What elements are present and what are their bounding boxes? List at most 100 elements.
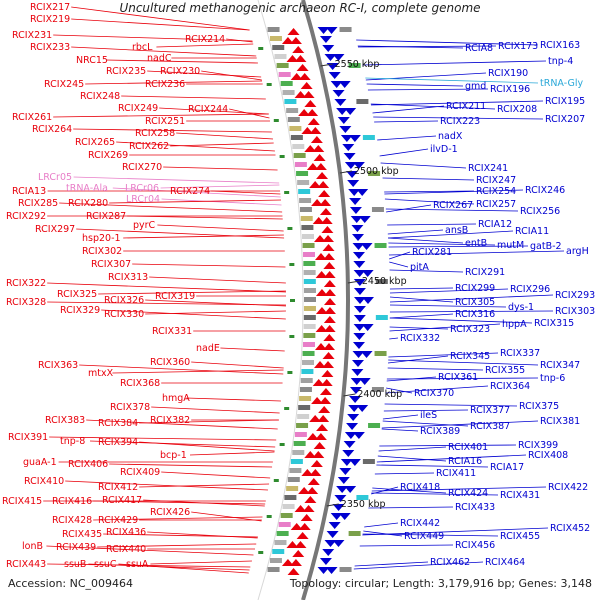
right-connector bbox=[379, 148, 429, 157]
left-gene-label: RCIX415 bbox=[2, 496, 42, 507]
reverse-gene-arrow bbox=[352, 351, 365, 358]
inner-ring bbox=[257, 0, 304, 600]
feature-block bbox=[371, 387, 384, 392]
reverse-gene-arrow bbox=[332, 54, 345, 61]
left-gene-label: RCIX326 bbox=[104, 295, 144, 306]
forward-gene-arrow bbox=[302, 91, 315, 98]
left-gene-label: RCIX262 bbox=[129, 141, 169, 152]
feature-block bbox=[303, 288, 316, 293]
forward-gene-arrow bbox=[301, 469, 314, 476]
left-gene-label: RCIX325 bbox=[57, 289, 97, 300]
right-gene-label: gmd bbox=[465, 81, 486, 92]
forward-gene-arrow bbox=[304, 145, 317, 152]
feature-block bbox=[348, 63, 361, 68]
right-gene-label: RCIX464 bbox=[485, 557, 525, 568]
left-gene-label: RCIX328 bbox=[6, 297, 46, 308]
reverse-gene-arrow bbox=[352, 243, 365, 250]
left-gene-label: RCIX313 bbox=[108, 272, 148, 283]
left-gene-label: RCIX269 bbox=[88, 150, 128, 161]
feature-block bbox=[339, 567, 352, 572]
right-gene-label: RCIX418 bbox=[400, 482, 440, 493]
left-connector bbox=[97, 543, 257, 548]
right-connector bbox=[382, 414, 419, 420]
left-gene-label: nadC bbox=[147, 53, 172, 64]
right-connector bbox=[384, 190, 475, 193]
reverse-gene-arrow bbox=[348, 189, 361, 196]
forward-gene-arrow bbox=[304, 100, 317, 107]
right-connector bbox=[388, 237, 464, 244]
left-gene-label: RCIX410 bbox=[24, 476, 64, 487]
reverse-gene-arrow bbox=[352, 234, 365, 241]
forward-gene-arrow bbox=[298, 523, 311, 530]
accession-label: Accession: NC_009464 bbox=[8, 577, 134, 590]
left-connector bbox=[73, 128, 272, 133]
feature-block bbox=[297, 414, 310, 419]
forward-gene-arrow bbox=[301, 127, 314, 134]
left-gene-label: RCIX274 bbox=[170, 186, 210, 197]
right-gene-label: RCIX296 bbox=[510, 284, 550, 295]
right-gene-label: RCIX211 bbox=[446, 101, 486, 112]
forward-gene-arrow bbox=[300, 82, 313, 89]
left-gene-label: RCIX435 bbox=[62, 529, 102, 540]
reverse-gene-arrow bbox=[338, 81, 351, 88]
left-gene-label: RCIX429 bbox=[98, 515, 138, 526]
feature-block bbox=[274, 54, 287, 59]
left-gene-label: RCIX416 bbox=[52, 496, 92, 507]
marker-tick bbox=[273, 119, 279, 122]
reverse-gene-arrow bbox=[349, 207, 362, 214]
reverse-gene-arrow bbox=[352, 360, 365, 367]
feature-block bbox=[302, 252, 315, 257]
right-gene-label: ileS bbox=[420, 410, 437, 421]
feature-block bbox=[374, 351, 387, 356]
right-connector bbox=[384, 403, 518, 407]
tick-label: 2500 kbp bbox=[354, 166, 399, 177]
right-connector bbox=[389, 287, 454, 290]
right-gene-label: RCIX195 bbox=[545, 96, 585, 107]
right-gene-label: RCIX256 bbox=[520, 206, 560, 217]
forward-gene-arrow bbox=[300, 514, 313, 521]
right-connector bbox=[384, 198, 475, 205]
forward-gene-arrow bbox=[307, 478, 320, 485]
right-gene-label: argH bbox=[566, 246, 589, 257]
feature-block bbox=[292, 144, 305, 149]
reverse-gene-arrow bbox=[344, 486, 357, 493]
right-gene-label: RCIX433 bbox=[455, 502, 495, 513]
tick-label: 2400 kbp bbox=[357, 389, 402, 400]
left-connector bbox=[145, 299, 286, 307]
reverse-gene-arrow bbox=[334, 99, 347, 106]
feature-block bbox=[287, 117, 300, 122]
feature-block bbox=[280, 513, 293, 518]
forward-gene-arrow bbox=[316, 172, 329, 179]
forward-gene-arrow bbox=[289, 559, 302, 566]
reverse-gene-arrow bbox=[342, 144, 355, 151]
forward-gene-arrow bbox=[324, 298, 336, 305]
reverse-gene-arrow bbox=[336, 108, 349, 115]
left-connector bbox=[121, 95, 266, 100]
forward-gene-arrow bbox=[309, 181, 322, 188]
right-connector bbox=[388, 352, 499, 358]
feature-block bbox=[278, 522, 291, 527]
left-connector bbox=[93, 500, 266, 505]
right-gene-label: RCIX361 bbox=[438, 372, 478, 383]
right-connector bbox=[387, 223, 477, 226]
feature-block bbox=[303, 315, 316, 320]
reverse-gene-arrow bbox=[361, 270, 374, 277]
feature-block bbox=[300, 216, 313, 221]
tick-mark bbox=[326, 503, 339, 507]
reverse-gene-arrow bbox=[339, 468, 352, 475]
left-gene-label: ssuC bbox=[94, 559, 117, 570]
left-connector bbox=[71, 46, 257, 57]
feature-block bbox=[276, 531, 289, 536]
forward-gene-arrow bbox=[314, 235, 327, 242]
feature-block bbox=[274, 540, 287, 545]
left-gene-label: RCIA13 bbox=[12, 186, 46, 197]
marker-tick bbox=[287, 227, 293, 230]
feature-block bbox=[294, 432, 307, 437]
forward-gene-arrow bbox=[312, 379, 325, 386]
reverse-gene-arrow bbox=[353, 261, 366, 268]
right-gene-label: RCIX455 bbox=[500, 531, 540, 542]
left-gene-label: pyrC bbox=[133, 220, 156, 231]
right-gene-label: RCIX173 bbox=[498, 41, 538, 52]
reverse-gene-arrow bbox=[334, 495, 347, 502]
